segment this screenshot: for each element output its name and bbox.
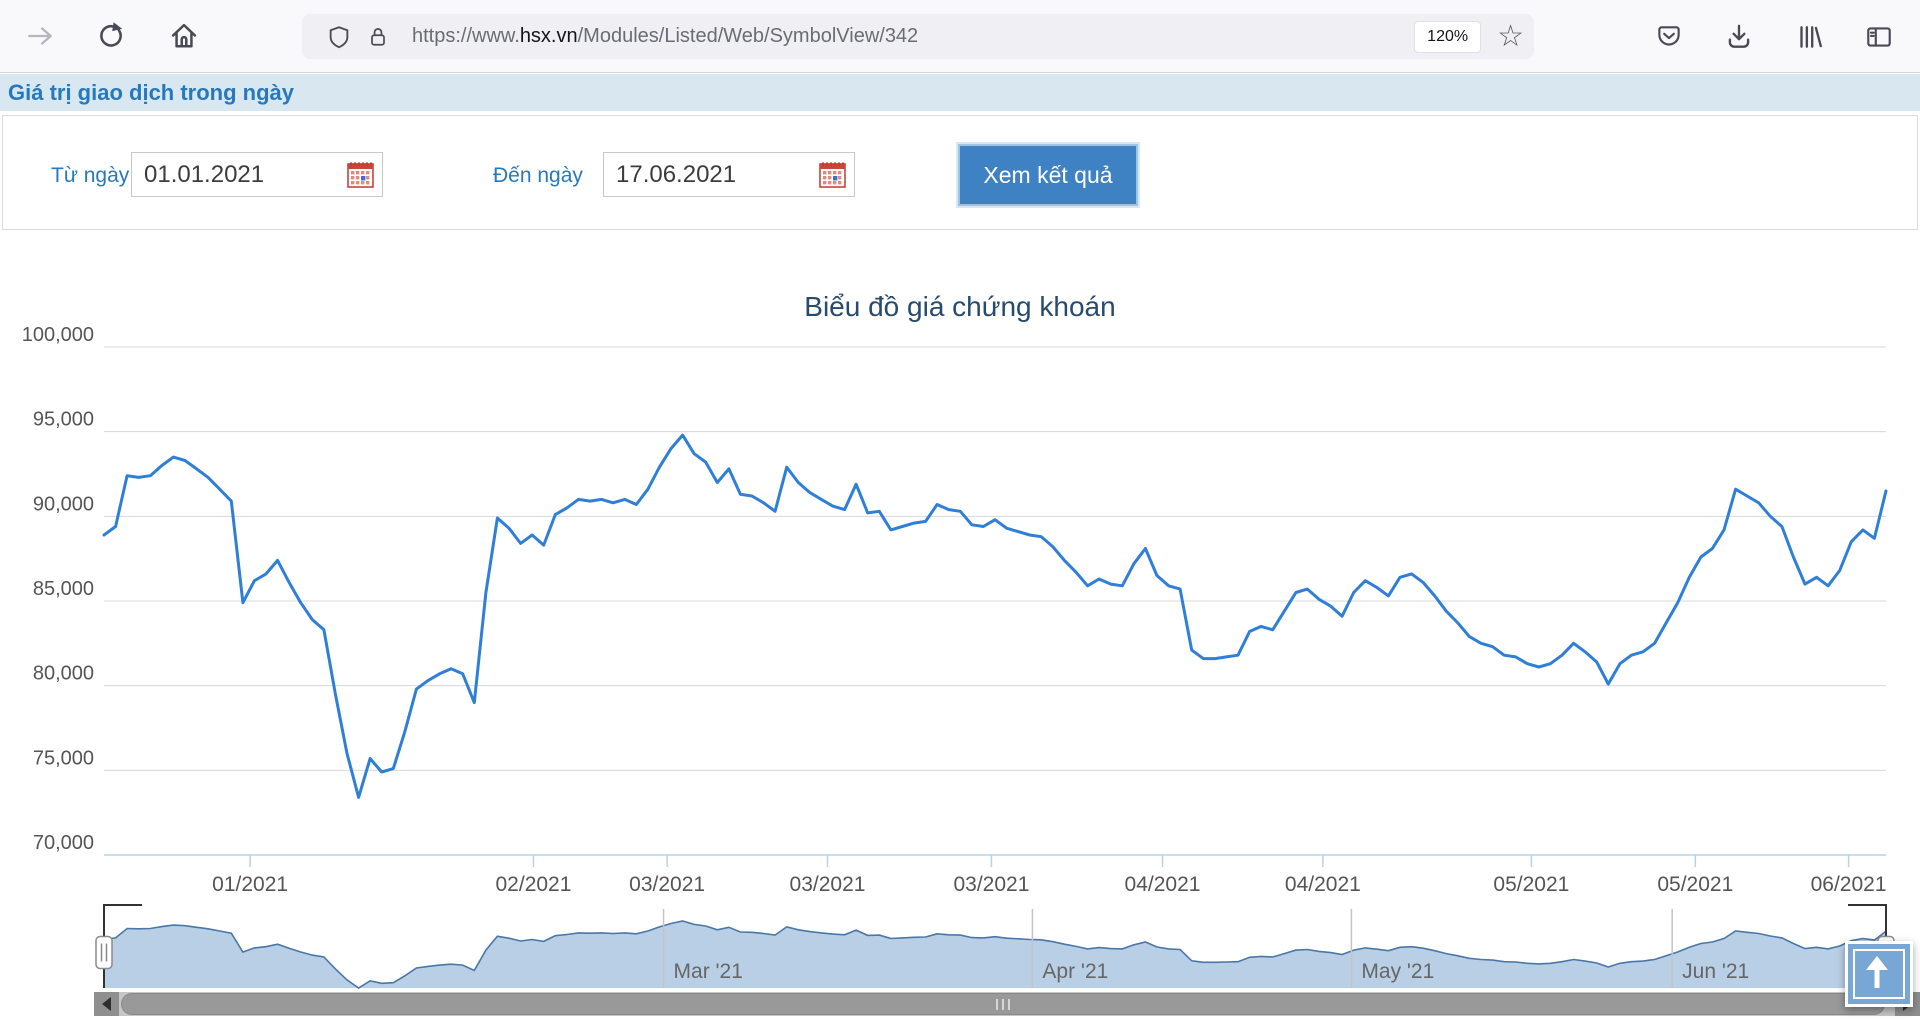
svg-text:Apr '21: Apr '21 <box>1042 960 1108 983</box>
forward-button[interactable] <box>18 14 62 58</box>
zoom-level-badge[interactable]: 120% <box>1414 20 1482 53</box>
url-bar[interactable]: https://www.hsx.vn/Modules/Listed/Web/Sy… <box>302 14 1534 59</box>
reload-button[interactable] <box>90 14 134 58</box>
svg-text:75,000: 75,000 <box>33 747 94 769</box>
date-filter-panel: Từ ngày 01.01.2021 Đến ngày 17.06.2021 <box>2 115 1918 230</box>
chart-horizontal-scrollbar[interactable] <box>94 992 1920 1016</box>
lock-icon[interactable] <box>366 24 390 50</box>
svg-text:02/2021: 02/2021 <box>496 873 572 896</box>
svg-text:06/2021: 06/2021 <box>1811 873 1887 896</box>
shield-icon[interactable] <box>326 24 352 50</box>
calendar-icon[interactable] <box>819 162 846 188</box>
url-domain: hsx.vn <box>519 25 578 47</box>
bookmark-star-icon[interactable]: ☆ <box>1497 19 1524 53</box>
svg-text:95,000: 95,000 <box>33 409 94 431</box>
scrollbar-thumb[interactable] <box>121 993 1885 1015</box>
left-arrow-icon <box>102 997 111 1011</box>
to-date-input[interactable]: 17.06.2021 <box>603 152 855 197</box>
chart-title: Biểu đồ giá chứng khoán <box>804 291 1116 322</box>
download-icon[interactable] <box>1724 22 1754 52</box>
svg-text:70,000: 70,000 <box>33 832 94 854</box>
svg-text:May '21: May '21 <box>1361 960 1434 983</box>
from-date-value: 01.01.2021 <box>144 160 265 188</box>
scrollbar-left-button[interactable] <box>94 992 119 1016</box>
home-icon <box>171 23 197 48</box>
svg-text:90,000: 90,000 <box>33 493 94 515</box>
svg-text:Jun '21: Jun '21 <box>1682 960 1749 983</box>
svg-text:03/2021: 03/2021 <box>629 873 705 896</box>
svg-text:80,000: 80,000 <box>33 663 94 685</box>
svg-text:03/2021: 03/2021 <box>790 873 866 896</box>
svg-text:Mar '21: Mar '21 <box>674 960 743 983</box>
svg-text:05/2021: 05/2021 <box>1657 873 1733 896</box>
svg-text:01/2021: 01/2021 <box>212 873 288 896</box>
svg-text:03/2021: 03/2021 <box>953 873 1029 896</box>
sidebar-icon[interactable] <box>1864 22 1894 52</box>
calendar-icon[interactable] <box>347 162 374 188</box>
section-header-title[interactable]: Giá trị giao dịch trong ngày <box>8 79 295 105</box>
up-arrow-icon <box>1866 956 1888 988</box>
library-icon[interactable] <box>1794 22 1824 52</box>
svg-text:04/2021: 04/2021 <box>1125 873 1201 896</box>
price-line-chart[interactable]: 100,000 95,000 90,000 85,000 80,000 75,000 70,… <box>0 231 1920 1020</box>
pocket-icon[interactable] <box>1654 22 1684 52</box>
scroll-to-top-button[interactable] <box>1845 941 1913 1007</box>
browser-toolbar: https://www.hsx.vn/Modules/Listed/Web/Sy… <box>0 0 1920 73</box>
home-button[interactable] <box>162 14 206 58</box>
svg-text:85,000: 85,000 <box>33 578 94 600</box>
url-prefix: https://www. <box>412 25 520 47</box>
svg-text:05/2021: 05/2021 <box>1493 873 1569 896</box>
url-path: /Modules/Listed/Web/SymbolView/342 <box>577 25 919 47</box>
forward-arrow-icon <box>28 27 52 45</box>
svg-text:04/2021: 04/2021 <box>1285 873 1361 896</box>
button-ring <box>1853 949 1905 999</box>
from-date-input[interactable]: 01.01.2021 <box>131 152 383 197</box>
svg-text:100,000: 100,000 <box>22 324 94 346</box>
stock-price-chart: Biểu đồ giá chứng khoán 100,000 95,000 90,… <box>0 231 1920 1020</box>
to-date-value: 17.06.2021 <box>616 160 737 188</box>
section-header-bar: Giá trị giao dịch trong ngày <box>0 74 1920 111</box>
to-date-label: Đến ngày <box>493 164 583 187</box>
from-date-label: Từ ngày <box>51 164 130 187</box>
url-text[interactable]: https://www.hsx.vn/Modules/Listed/Web/Sy… <box>412 25 1414 48</box>
reload-icon <box>100 22 123 47</box>
view-results-button[interactable]: Xem kết quả <box>956 142 1140 208</box>
